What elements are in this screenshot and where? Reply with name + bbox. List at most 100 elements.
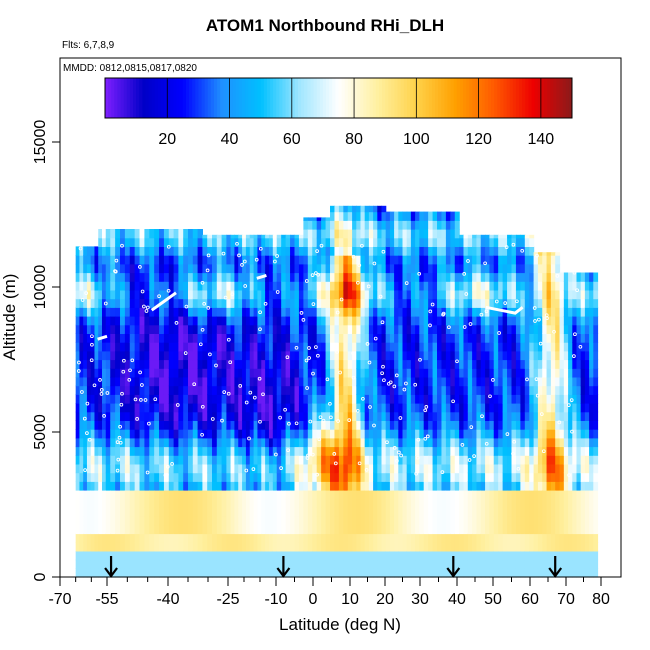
heatmap-cell	[385, 455, 391, 465]
heatmap-cell	[454, 533, 460, 543]
heatmap-cell	[445, 550, 451, 561]
heatmap-cell	[356, 403, 362, 413]
heatmap-cell	[459, 316, 465, 326]
heatmap-cell	[276, 429, 282, 439]
heatmap-cell	[294, 481, 300, 491]
heatmap-cell	[364, 324, 370, 334]
heatmap-cell	[485, 481, 490, 491]
heatmap-cell	[385, 263, 391, 274]
heatmap-cell	[245, 324, 251, 334]
heatmap-cell	[515, 533, 521, 543]
heatmap-cell	[511, 376, 517, 387]
heatmap-cell	[120, 281, 126, 291]
heatmap-cell	[312, 324, 318, 334]
heatmap-cell	[352, 350, 357, 361]
heatmap-cell	[432, 316, 438, 326]
heatmap-cell	[338, 463, 344, 474]
heatmap-cell	[476, 234, 482, 239]
heatmap-cell	[419, 263, 425, 274]
heatmap-cell	[83, 550, 88, 561]
heatmap-cell	[580, 481, 586, 491]
heatmap-cell	[325, 420, 331, 430]
heatmap-cell	[268, 333, 274, 343]
track-marker	[223, 295, 228, 300]
heatmap-cell	[463, 307, 469, 317]
heatmap-cell	[576, 550, 582, 561]
heatmap-cell	[419, 437, 425, 448]
heatmap-cell	[303, 263, 309, 274]
heatmap-cell	[450, 385, 456, 395]
heatmap-cell	[529, 385, 535, 395]
heatmap-cell	[242, 429, 247, 439]
heatmap-cell	[234, 403, 239, 413]
heatmap-cell	[385, 446, 391, 456]
heatmap-cell	[120, 316, 126, 326]
heatmap-cell	[406, 220, 412, 230]
heatmap-cell	[334, 437, 340, 448]
heatmap-cell	[402, 516, 408, 526]
heatmap-cell	[511, 507, 517, 517]
heatmap-cell	[480, 376, 486, 387]
heatmap-cell	[347, 289, 353, 300]
heatmap-cell	[437, 490, 443, 500]
heatmap-cell	[202, 403, 208, 413]
heatmap-cell	[294, 255, 300, 265]
heatmap-cell	[445, 411, 451, 421]
heatmap-cell	[381, 205, 387, 213]
heatmap-cell	[589, 411, 594, 421]
heatmap-cell	[83, 385, 88, 395]
heatmap-cell	[303, 463, 309, 474]
heatmap-cell	[207, 455, 213, 465]
heatmap-cell	[163, 446, 170, 456]
heatmap-cell	[441, 463, 447, 474]
heatmap-cell	[364, 446, 370, 456]
heatmap-cell	[110, 307, 116, 317]
heatmap-cell	[476, 507, 482, 517]
heatmap-cell	[437, 289, 443, 300]
heatmap-cell	[520, 559, 526, 569]
heatmap-cell	[589, 533, 594, 543]
heatmap-cell	[546, 568, 552, 578]
heatmap-cell	[226, 237, 232, 247]
heatmap-cell	[242, 420, 247, 430]
heatmap-cell	[402, 350, 408, 361]
heatmap-cell	[364, 342, 370, 352]
heatmap-cell	[476, 446, 482, 456]
heatmap-cell	[139, 568, 146, 578]
heatmap-cell	[120, 385, 126, 395]
heatmap-cell	[149, 359, 155, 369]
heatmap-cell	[360, 385, 366, 395]
heatmap-cell	[261, 298, 266, 308]
heatmap-cell	[524, 246, 530, 256]
heatmap-cell	[75, 368, 81, 378]
heatmap-cell	[498, 316, 504, 326]
heatmap-cell	[511, 403, 517, 413]
heatmap-cell	[445, 255, 451, 265]
heatmap-cell	[524, 350, 530, 361]
heatmap-cell	[139, 481, 146, 491]
heatmap-cell	[249, 307, 255, 317]
heatmap-cell	[352, 533, 357, 543]
heatmap-cell	[105, 542, 111, 552]
heatmap-cell	[139, 490, 146, 500]
heatmap-cell	[450, 507, 456, 517]
heatmap-cell	[410, 350, 416, 361]
heatmap-cell	[511, 316, 517, 326]
heatmap-cell	[110, 281, 116, 291]
heatmap-cell	[559, 272, 565, 282]
heatmap-cell	[94, 342, 99, 352]
heatmap-cell	[75, 403, 81, 413]
heatmap-cell	[238, 237, 243, 247]
heatmap-cell	[537, 568, 543, 578]
heatmap-cell	[360, 420, 366, 430]
heatmap-cell	[428, 411, 434, 421]
heatmap-cell	[537, 281, 543, 291]
heatmap-cell	[402, 272, 408, 282]
heatmap-cell	[520, 481, 526, 491]
heatmap-cell	[285, 455, 291, 465]
heatmap-cell	[563, 568, 569, 578]
heatmap-cell	[168, 272, 175, 282]
heatmap-cell	[480, 524, 486, 535]
heatmap-cell	[485, 542, 490, 552]
heatmap-cell	[298, 342, 304, 352]
